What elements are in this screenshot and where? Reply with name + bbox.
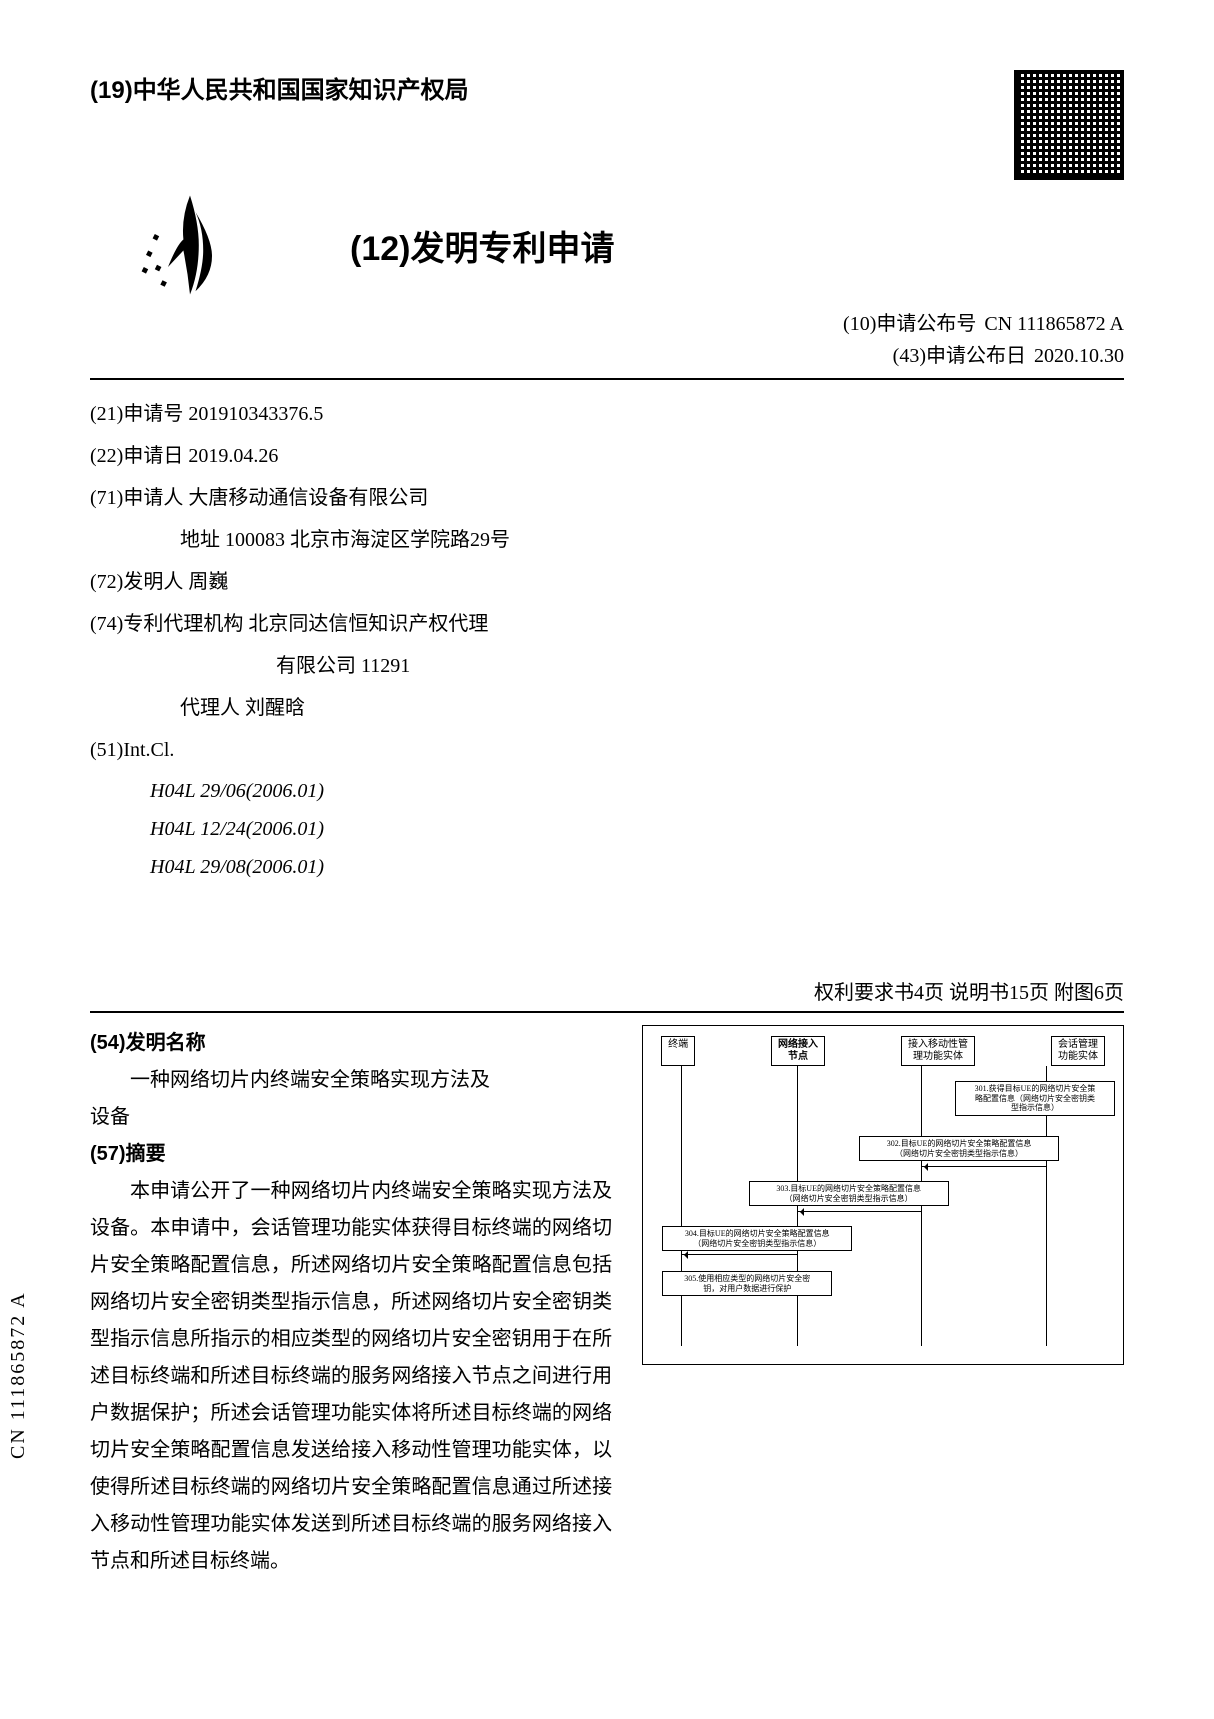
applicant-address: 地址 100083 北京市海淀区学院路29号 [90,520,1124,560]
lower-section: (54)发明名称 一种网络切片内终端安全策略实现方法及 设备 (57)摘要 本申… [90,1025,1124,1580]
pub-no-label: (10)申请公布号 [843,308,976,340]
diagram-msg-303: 303.目标UE的网络切片安全策略配置信息（网络切片安全密钥类型指示信息） [749,1181,949,1206]
int-cl-label: (51)Int.Cl. [90,730,1124,770]
cnipa-logo [130,190,250,300]
diagram-nodes: 终端 网络接入节点 接入移动性管理功能实体 会话管理功能实体 [651,1036,1115,1066]
int-cl-item: H04L 29/08(2006.01) [150,848,1124,886]
diagram-node-access: 网络接入节点 [771,1036,825,1066]
logo-title-row: (12)发明专利申请 [90,190,1124,300]
pub-date-row: (43)申请公布日 2020.10.30 [90,340,1124,372]
abstract-label: (57)摘要 [90,1136,612,1173]
page-counts: 权利要求书4页 说明书15页 附图6页 [90,976,1124,1005]
publication-info: (10)申请公布号 CN 111865872 A (43)申请公布日 2020.… [90,308,1124,372]
qr-code [1014,70,1124,180]
left-column: (54)发明名称 一种网络切片内终端安全策略实现方法及 设备 (57)摘要 本申… [90,1025,612,1580]
applicant: (71)申请人 大唐移动通信设备有限公司 [90,478,1124,518]
document-type: (12)发明专利申请 [350,221,614,270]
arrow-icon [921,1166,1046,1167]
invention-title: 一种网络切片内终端安全策略实现方法及 [90,1062,612,1099]
pub-date-label: (43)申请公布日 [893,340,1026,372]
diagram-msg-301: 301.获得目标UE的网络切片安全策略配置信息（网络切片安全密钥类型指示信息） [955,1081,1115,1116]
int-cl-item: H04L 12/24(2006.01) [150,810,1124,848]
pub-date-value: 2020.10.30 [1034,340,1124,372]
diagram-node-terminal: 终端 [661,1036,695,1066]
right-column: 终端 网络接入节点 接入移动性管理功能实体 会话管理功能实体 301.获得目标U… [642,1025,1124,1580]
diagram-msg-305: 305.使用相应类型的网络切片安全密钥，对用户数据进行保护 [662,1271,832,1296]
abstract-text: 本申请公开了一种网络切片内终端安全策略实现方法及设备。本申请中，会话管理功能实体… [90,1173,612,1580]
invention-title-line2: 设备 [90,1099,612,1136]
pub-no-value: CN 111865872 A [984,308,1124,340]
diagram-node-amf: 接入移动性管理功能实体 [901,1036,975,1066]
lifeline [681,1066,682,1346]
int-cl-item: H04L 29/06(2006.01) [150,772,1124,810]
patent-agency-line2: 有限公司 11291 [90,646,1124,686]
invention-name-label: (54)发明名称 [90,1025,612,1062]
side-publication-number: CN 111865872 A [7,1291,30,1459]
patent-page: (19)中华人民共和国国家知识产权局 (12)发明专利申请 (10)申请公布号 … [0,0,1214,1719]
bibliographic-data: (21)申请号 201910343376.5 (22)申请日 2019.04.2… [90,394,1124,886]
pub-number-row: (10)申请公布号 CN 111865872 A [90,308,1124,340]
patent-agent: 代理人 刘醒晗 [90,688,1124,728]
mid-divider [90,1011,1124,1013]
authority-label: (19)中华人民共和国国家知识产权局 [90,70,469,105]
diagram-msg-302: 302.目标UE的网络切片安全策略配置信息（网络切片安全密钥类型指示信息） [859,1136,1059,1161]
application-date: (22)申请日 2019.04.26 [90,436,1124,476]
application-number: (21)申请号 201910343376.5 [90,394,1124,434]
header-divider [90,378,1124,380]
diagram-node-smf: 会话管理功能实体 [1051,1036,1105,1066]
arrow-icon [681,1254,796,1255]
diagram-msg-304: 304.目标UE的网络切片安全策略配置信息（网络切片安全密钥类型指示信息） [662,1226,852,1251]
sequence-diagram: 终端 网络接入节点 接入移动性管理功能实体 会话管理功能实体 301.获得目标U… [642,1025,1124,1365]
arrow-icon [797,1211,922,1212]
patent-agency: (74)专利代理机构 北京同达信恒知识产权代理 [90,604,1124,644]
header-row: (19)中华人民共和国国家知识产权局 [90,70,1124,180]
int-cl-list: H04L 29/06(2006.01) H04L 12/24(2006.01) … [90,772,1124,886]
inventor: (72)发明人 周巍 [90,562,1124,602]
